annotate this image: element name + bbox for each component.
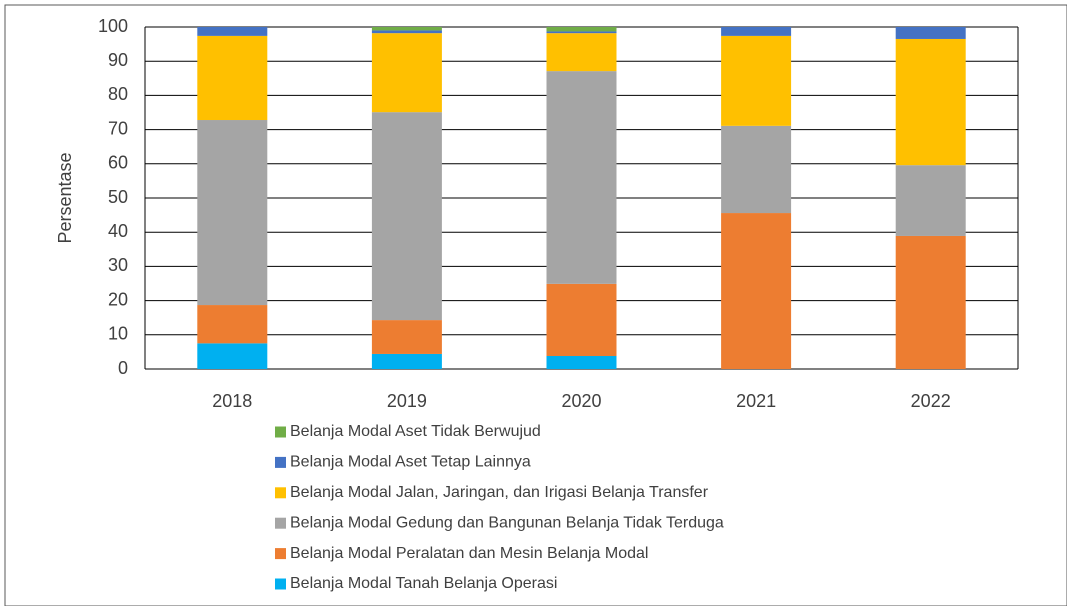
legend-swatch [275,487,286,499]
bar-segment [371,320,442,354]
y-tick-label: 10 [108,324,128,344]
bar-segment [197,343,268,369]
legend-label: Belanja Modal Gedung dan Bangunan Belanj… [290,514,724,531]
x-tick-label: 2021 [736,391,776,411]
x-tick-label: 2019 [387,391,427,411]
bar-segment [895,38,966,166]
bar-segment [721,125,792,214]
bar-segment [895,27,966,39]
bar-segment [721,213,792,369]
legend-label: Belanja Modal Jalan, Jaringan, dan Iriga… [290,484,709,501]
legend-label: Belanja Modal Aset Tidak Berwujud [290,423,541,440]
bar-segment [197,27,268,36]
bar-segment [371,112,442,321]
chart-frame [4,4,1067,606]
bar-segment [546,31,617,34]
bar-segment [546,33,617,72]
bar-segment [371,30,442,34]
y-tick-label: 40 [108,221,128,241]
y-tick-label: 30 [108,255,128,275]
bar-segment [895,235,966,369]
legend-label: Belanja Modal Tanah Belanja Operasi [290,575,557,592]
legend-swatch [275,548,286,560]
legend-swatch [275,456,286,468]
bar-segment [546,356,617,369]
bar-segment [371,353,442,369]
y-tick-label: 80 [108,84,128,104]
bar-segment [197,120,268,306]
bar-segment [371,27,442,31]
y-tick-label: 90 [108,50,128,70]
legend-swatch [275,517,286,529]
bar-segment [721,35,792,126]
bar-segment [197,305,268,344]
bar-segment [546,27,617,32]
y-tick-label: 70 [108,118,128,138]
x-tick-label: 2018 [212,391,252,411]
bar-segment [895,165,966,236]
x-tick-label: 2020 [561,391,601,411]
bar-segment [546,283,617,357]
bar-segment [546,71,617,284]
legend-label: Belanja Modal Peralatan dan Mesin Belanj… [290,545,648,562]
legend-swatch [275,426,286,438]
y-tick-label: 0 [118,358,128,378]
y-tick-label: 60 [108,153,128,173]
legend-swatch [275,578,286,590]
bar-segment [721,27,792,36]
bar-segment [371,33,442,113]
y-tick-label: 50 [108,187,128,207]
y-tick-label: 100 [98,16,128,36]
y-tick-label: 20 [108,289,128,309]
bar-segment [197,35,268,121]
x-tick-label: 2022 [911,391,951,411]
legend-label: Belanja Modal Aset Tetap Lainnya [290,454,531,471]
y-axis-label: Persentase [55,152,75,243]
